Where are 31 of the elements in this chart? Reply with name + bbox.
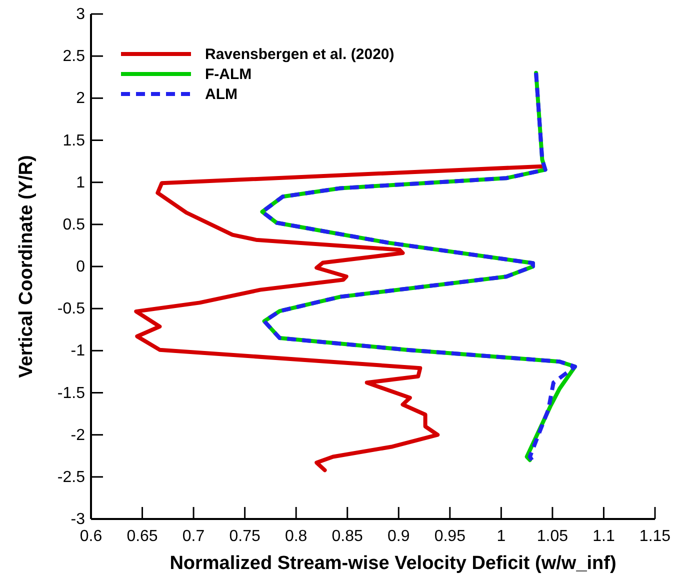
x-tick-label: 1.15 — [639, 528, 671, 545]
legend-label: Ravensbergen et al. (2020) — [205, 46, 394, 63]
y-tick-label: -1.5 — [57, 384, 86, 402]
x-tick-label: 0.95 — [434, 528, 466, 545]
line-series — [134, 164, 544, 472]
x-tick-label: 0.85 — [332, 528, 364, 545]
y-tick-label: -1 — [70, 342, 86, 360]
x-tick-label: 1.1 — [592, 528, 615, 545]
y-tick-label: 1.5 — [62, 132, 86, 150]
y-tick-label: 0 — [76, 258, 86, 276]
legend-label: F-ALM — [205, 66, 252, 83]
y-tick-label: -0.5 — [57, 300, 86, 318]
x-tick-label: 0.65 — [126, 528, 158, 545]
x-tick-label: 0.8 — [284, 528, 308, 545]
y-tick-label: -2.5 — [57, 468, 86, 486]
x-axis-title: Normalized Stream-wise Velocity Deficit (w/w_inf) — [170, 553, 616, 574]
x-tick-label: 0.6 — [80, 528, 102, 545]
y-tick-label: 2.5 — [62, 48, 86, 66]
y-tick-label: 0.5 — [62, 216, 86, 234]
x-tick-label: 0.9 — [388, 528, 410, 545]
legend-label: ALM — [205, 86, 238, 103]
x-tick-label: 1.05 — [536, 528, 568, 545]
y-tick-label: 2 — [76, 90, 86, 108]
y-tick-label: 1 — [76, 174, 86, 192]
y-tick-label: 3 — [76, 6, 86, 23]
y-tick-label: -2 — [70, 426, 86, 444]
x-tick-label: 0.75 — [229, 528, 260, 545]
x-tick-label: 0.7 — [182, 528, 205, 545]
x-tick-label: 1 — [496, 528, 506, 545]
y-axis-title: Vertical Coordinate (Y/R) — [16, 155, 37, 378]
y-tick-label: -3 — [70, 511, 86, 528]
